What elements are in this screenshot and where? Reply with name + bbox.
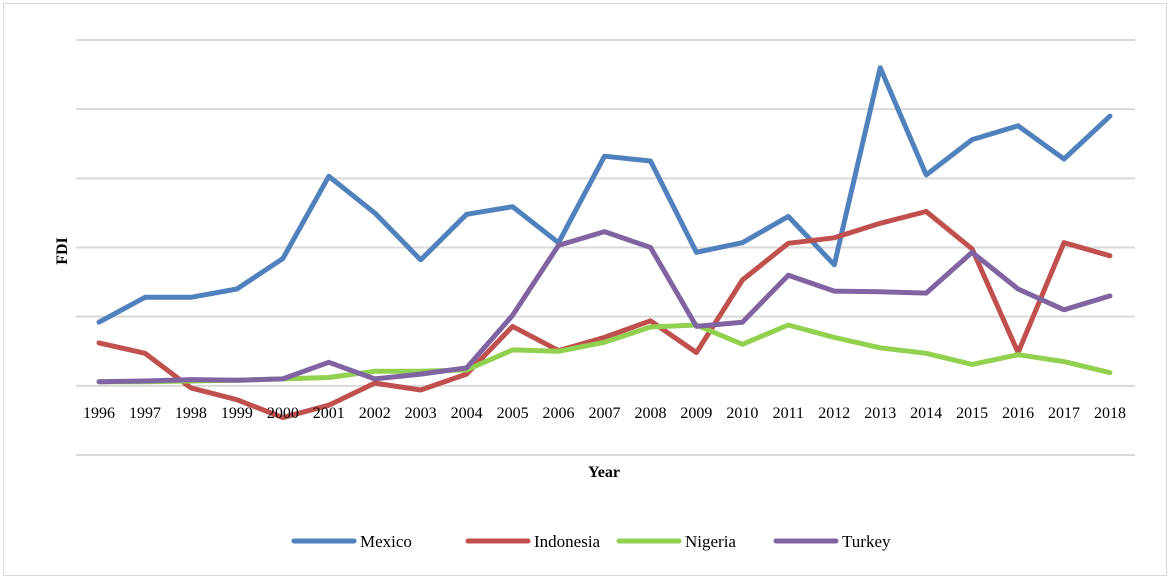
legend: Mexico Indonesia Nigeria Turkey bbox=[291, 532, 891, 551]
x-tick-label: 1999 bbox=[221, 405, 253, 422]
x-tick-label: 2007 bbox=[589, 405, 621, 422]
x-tick-label: 2011 bbox=[773, 405, 804, 422]
x-tick-label: 2015 bbox=[956, 405, 988, 422]
x-tick-label: 2012 bbox=[818, 405, 850, 422]
x-tick-label: 2014 bbox=[910, 405, 942, 422]
series-line-mexico bbox=[96, 65, 1113, 325]
x-tick-label: 2018 bbox=[1094, 405, 1126, 422]
x-tick-label: 2004 bbox=[451, 405, 483, 422]
x-tick-label: 2016 bbox=[1002, 405, 1034, 422]
series-line-nigeria bbox=[96, 322, 1113, 385]
x-tick-label: 2000 bbox=[267, 405, 299, 422]
legend-label-nigeria: Nigeria bbox=[685, 532, 736, 551]
x-tick-label: 1996 bbox=[83, 405, 115, 422]
x-tick-label: 2001 bbox=[313, 405, 345, 422]
x-tick-label: 1997 bbox=[129, 405, 161, 422]
gridlines bbox=[76, 39, 1135, 456]
x-tick-label: 2017 bbox=[1048, 405, 1080, 422]
x-tick-label: 2009 bbox=[680, 405, 712, 422]
series-lines bbox=[96, 65, 1113, 421]
x-tick-label: 2003 bbox=[405, 405, 437, 422]
series-line-indonesia bbox=[96, 209, 1113, 421]
series-line-turkey bbox=[96, 229, 1113, 385]
x-tick-label: 1998 bbox=[175, 405, 207, 422]
x-tick-label: 2002 bbox=[359, 405, 391, 422]
x-tick-label: 2008 bbox=[634, 405, 666, 422]
x-tick-label: 2006 bbox=[543, 405, 575, 422]
x-axis-title: Year bbox=[588, 464, 620, 481]
chart-frame: 1996 1997 1998 1999 2000 2001 2002 2003 2004 2005… bbox=[3, 3, 1167, 576]
line-chart: 1996 1997 1998 1999 2000 2001 2002 2003 2004 2005… bbox=[54, 39, 1135, 551]
y-axis-title: FDI bbox=[54, 237, 71, 265]
x-tick-label: 2013 bbox=[864, 405, 896, 422]
x-tick-label: 2010 bbox=[726, 405, 758, 422]
legend-label-mexico: Mexico bbox=[360, 532, 412, 551]
legend-label-turkey: Turkey bbox=[842, 532, 891, 551]
x-axis-tick-labels: 1996 1997 1998 1999 2000 2001 2002 2003 2004 2005… bbox=[83, 405, 1126, 422]
x-tick-label: 2005 bbox=[497, 405, 529, 422]
legend-label-indonesia: Indonesia bbox=[534, 532, 601, 551]
